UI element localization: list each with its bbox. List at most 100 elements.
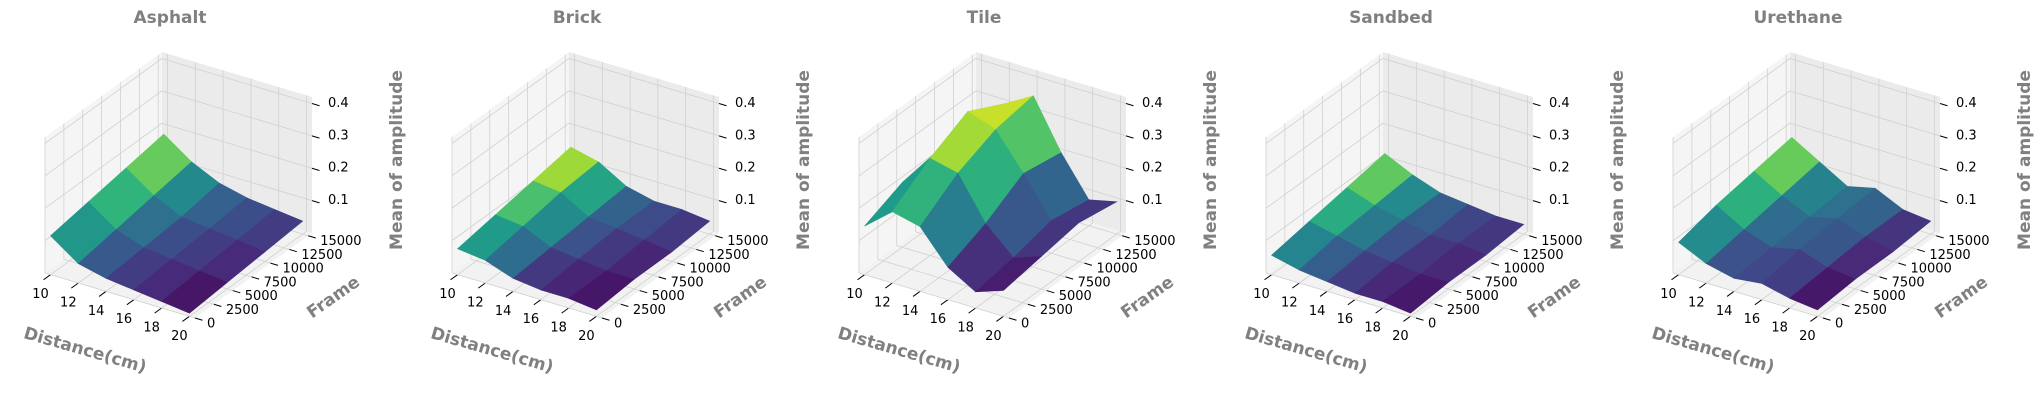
grid-line [1672,122,1791,209]
tick-mark [561,307,569,314]
tick-mark [1671,274,1679,281]
tick-mark [1532,200,1541,204]
chart-title: Sandbed [1349,8,1433,28]
y-tick-label: 0 [1428,317,1436,332]
tick-mark [1529,235,1537,239]
grid-line [1265,58,1384,144]
surface-patch [161,270,228,314]
tick-mark [1939,102,1948,107]
y-tick-label: 2500 [633,303,666,318]
tick-mark [270,262,279,266]
y-tick-label: 10000 [1910,262,1951,277]
pane-left [1266,52,1383,273]
pane-left [452,52,569,273]
y-tick-label: 7500 [671,275,704,290]
tick-mark [1936,235,1944,239]
grid-line [1672,58,1791,144]
tick-mark [251,276,260,280]
z-tick-label: 0.1 [328,193,349,208]
chart-title: Brick [553,8,602,28]
grid-line [451,122,570,209]
grid-line [161,58,313,104]
y-tick-label: 10000 [689,262,730,277]
z-tick-label: 0.3 [735,128,756,143]
z-tick-label: 0.1 [1142,193,1163,208]
grid-line [568,122,720,169]
y-tick-label: 5000 [652,289,685,304]
z-tick-label: 0.4 [328,96,349,111]
z-tick-label: 0.4 [1549,96,1570,111]
x-tick-label: 10 [32,287,49,302]
y-tick-label: 0 [1021,317,1029,332]
tick-mark [1347,299,1356,306]
tick-mark [1065,276,1074,280]
grid-line [1382,155,1534,202]
tick-mark [1472,276,1481,280]
x-tick-label: 18 [143,321,160,336]
tick-mark [1125,102,1134,107]
grid-line [596,231,714,317]
grid-line [161,122,313,169]
tick-mark [1510,248,1518,253]
grid-line [451,90,570,177]
tick-mark [1375,307,1383,314]
grid-line [858,90,977,177]
grid-line [1265,122,1384,209]
y-tick-label: 5000 [1873,289,1906,304]
tick-mark [715,235,723,239]
tick-mark [1754,299,1763,306]
z-tick-label: 0.1 [1549,193,1570,208]
tick-mark [718,167,727,171]
z-tick-label: 0.4 [1956,96,1977,111]
z-axis-label: Mean of amplitude [1608,70,1628,250]
grid-line [1382,90,1534,137]
grid-line [975,90,1127,137]
x-tick-label: 12 [1281,296,1298,311]
x-tick-label: 14 [902,304,919,319]
tick-mark [1822,317,1831,321]
tick-mark [289,248,297,253]
x-axis-label: Distance(cm) [835,323,962,377]
tick-mark [311,135,320,139]
tick-mark [912,290,921,297]
tick-mark [696,248,704,253]
tick-mark [1122,235,1130,239]
y-tick-label: 2500 [226,303,259,318]
tick-mark [1292,282,1300,289]
y-tick-label: 12500 [1522,248,1563,263]
tick-mark [718,200,727,204]
y-tick-label: 15000 [1134,234,1175,249]
y-tick-label: 5000 [1466,289,1499,304]
y-tick-label: 7500 [1078,275,1111,290]
tick-mark [996,315,1004,322]
tick-mark [154,307,162,314]
tick-mark [658,276,667,280]
x-tick-label: 10 [1660,287,1677,302]
tick-mark [589,315,597,322]
tick-mark [1027,303,1036,308]
x-tick-label: 10 [846,287,863,302]
tick-mark [43,274,51,281]
y-axis-label: Frame [1524,272,1584,323]
tick-mark [1939,135,1948,139]
pane-left [859,52,976,273]
grid-line [1789,58,1941,104]
y-tick-label: 12500 [1115,248,1156,263]
tick-mark [1434,303,1443,308]
x-tick-label: 16 [930,312,947,327]
z-tick-label: 0.2 [1142,161,1163,176]
tick-mark [1125,135,1134,139]
y-tick-label: 12500 [1929,248,1970,263]
surface-patch [1382,273,1449,314]
surface-patch [974,256,1043,293]
z-axis-label: Mean of amplitude [2015,70,2035,250]
x-tick-label: 20 [578,329,595,344]
grid-line [1265,155,1384,241]
tick-mark [1264,274,1272,281]
chart-title: Urethane [1753,8,1842,28]
y-tick-label: 15000 [320,234,361,249]
x-tick-label: 18 [1364,321,1381,336]
x-tick-label: 20 [171,329,188,344]
y-axis-label: Frame [303,272,363,323]
